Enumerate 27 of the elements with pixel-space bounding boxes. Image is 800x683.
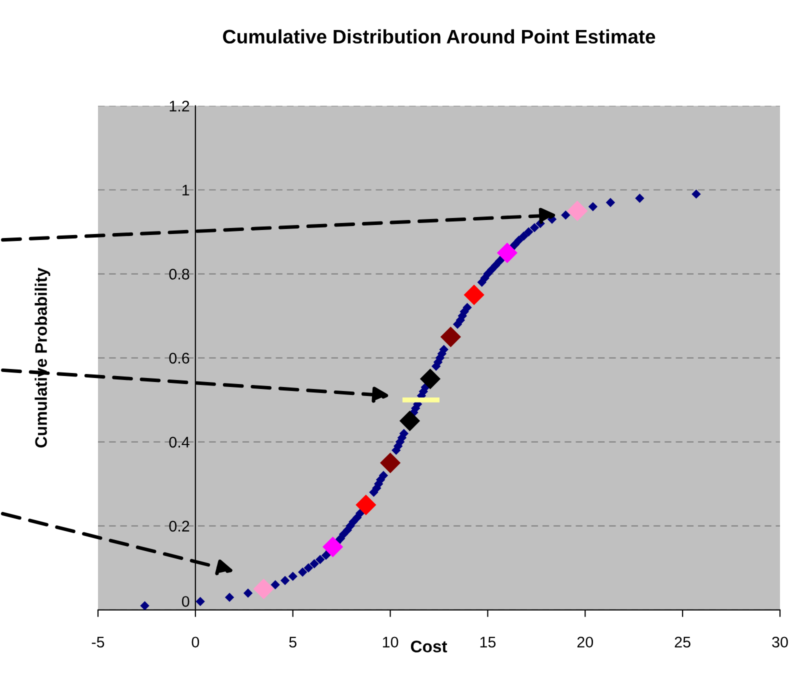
point (496, 242, 518, 264)
point (322, 536, 344, 558)
point (464, 284, 484, 306)
x-tick-label: 25 (674, 636, 690, 648)
x-axis-title: Cost (410, 640, 448, 652)
point (380, 452, 401, 474)
y-tick-label: 0.6 (169, 352, 190, 364)
x-tick-label: 10 (382, 636, 398, 648)
y-tick-label: 0.2 (169, 520, 190, 532)
point (399, 410, 420, 432)
point (420, 368, 441, 390)
point (253, 578, 274, 600)
x-tick-label: 0 (192, 636, 200, 648)
y-tick-label: 1.2 (170, 100, 190, 112)
chart-title: Cumulative Distribution Around Point Estimate (223, 29, 656, 44)
x-tick-label: 20 (577, 636, 594, 648)
y-tick-label: 0.4 (169, 436, 190, 448)
x-tick-label: 15 (480, 636, 496, 648)
x-tick-label: 5 (289, 636, 296, 648)
y-tick-label: 1 (182, 184, 190, 196)
point (440, 326, 461, 348)
point (356, 494, 376, 516)
point (567, 200, 588, 222)
y-tick-label: 0.8 (169, 268, 190, 280)
y-tick-label: 0 (182, 596, 190, 607)
x-tick-label: 30 (772, 636, 788, 648)
x-tick-label: -5 (92, 636, 104, 648)
